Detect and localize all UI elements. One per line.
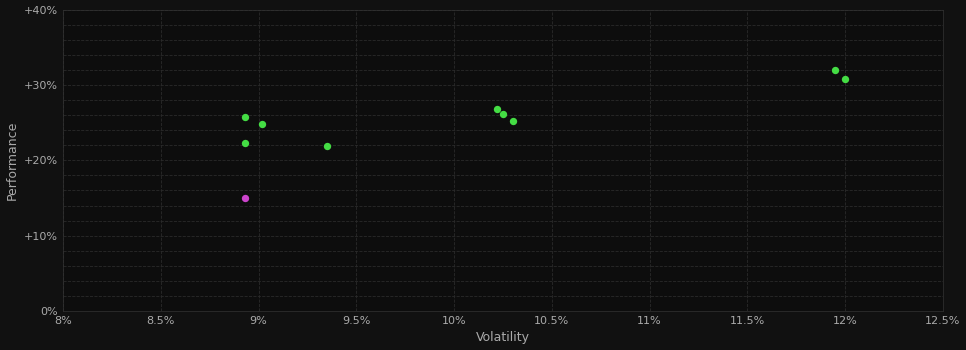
Point: [490, 106, 505, 112]
Point: [255, 121, 270, 127]
Point: [505, 118, 521, 124]
Point: [238, 195, 253, 201]
X-axis label: Volatility: Volatility: [476, 331, 530, 344]
Point: [238, 114, 253, 119]
Point: [320, 143, 335, 149]
Point: [828, 67, 843, 73]
Point: [238, 140, 253, 146]
Point: [496, 112, 511, 117]
Y-axis label: Performance: Performance: [6, 121, 18, 200]
Point: [838, 76, 853, 82]
